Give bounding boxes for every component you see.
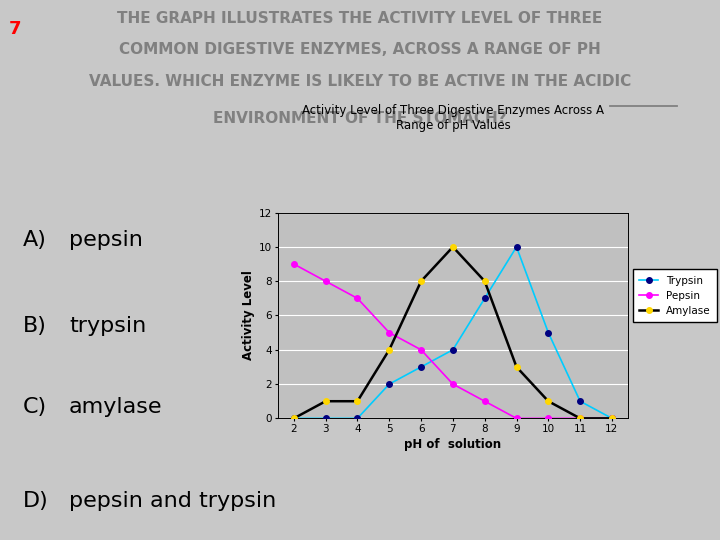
- Text: B): B): [23, 316, 47, 336]
- Amylase: [608, 415, 616, 422]
- Trypsin: [417, 364, 426, 370]
- Trypsin: [353, 415, 361, 422]
- Pepsin: [480, 398, 489, 404]
- Text: pepsin: pepsin: [69, 230, 143, 250]
- Trypsin: [289, 415, 298, 422]
- Amylase: [512, 364, 521, 370]
- Pepsin: [353, 295, 361, 301]
- Amylase: [449, 244, 457, 250]
- Line: Pepsin: Pepsin: [291, 261, 615, 421]
- Amylase: [544, 398, 553, 404]
- Text: A): A): [23, 230, 47, 250]
- Legend: Trypsin, Pepsin, Amylase: Trypsin, Pepsin, Amylase: [633, 269, 717, 322]
- Amylase: [385, 347, 394, 353]
- Pepsin: [417, 347, 426, 353]
- Text: COMMON DIGESTIVE ENZYMES, ACROSS A RANGE OF PH: COMMON DIGESTIVE ENZYMES, ACROSS A RANGE…: [119, 42, 601, 57]
- Pepsin: [289, 261, 298, 267]
- Amylase: [417, 278, 426, 285]
- Pepsin: [512, 415, 521, 422]
- Trypsin: [480, 295, 489, 301]
- Text: 7: 7: [9, 20, 21, 38]
- Amylase: [576, 415, 585, 422]
- Pepsin: [576, 415, 585, 422]
- Y-axis label: Activity Level: Activity Level: [242, 271, 255, 360]
- Trypsin: [449, 347, 457, 353]
- Text: amylase: amylase: [69, 397, 163, 417]
- Trypsin: [544, 329, 553, 336]
- Pepsin: [449, 381, 457, 387]
- Text: trypsin: trypsin: [69, 316, 146, 336]
- Trypsin: [576, 398, 585, 404]
- Trypsin: [385, 381, 394, 387]
- Title: Activity Level of Three Digestive Enzymes Across A
Range of pH Values: Activity Level of Three Digestive Enzyme…: [302, 104, 604, 132]
- Pepsin: [544, 415, 553, 422]
- Text: D): D): [23, 491, 49, 511]
- Amylase: [480, 278, 489, 285]
- Text: pepsin and trypsin: pepsin and trypsin: [69, 491, 276, 511]
- Amylase: [321, 398, 330, 404]
- Amylase: [353, 398, 361, 404]
- Pepsin: [385, 329, 394, 336]
- X-axis label: pH of  solution: pH of solution: [405, 438, 501, 451]
- Trypsin: [321, 415, 330, 422]
- Pepsin: [321, 278, 330, 285]
- Pepsin: [608, 415, 616, 422]
- Line: Trypsin: Trypsin: [291, 244, 615, 421]
- Text: VALUES. WHICH ENZYME IS LIKELY TO BE ACTIVE IN THE ACIDIC: VALUES. WHICH ENZYME IS LIKELY TO BE ACT…: [89, 74, 631, 89]
- Line: Amylase: Amylase: [291, 244, 615, 421]
- Text: THE GRAPH ILLUSTRATES THE ACTIVITY LEVEL OF THREE: THE GRAPH ILLUSTRATES THE ACTIVITY LEVEL…: [117, 11, 603, 25]
- Text: ENVIRONMENT OF THE STOMACH?: ENVIRONMENT OF THE STOMACH?: [213, 111, 507, 126]
- Text: C): C): [23, 397, 48, 417]
- Amylase: [289, 415, 298, 422]
- Trypsin: [608, 415, 616, 422]
- Trypsin: [512, 244, 521, 250]
